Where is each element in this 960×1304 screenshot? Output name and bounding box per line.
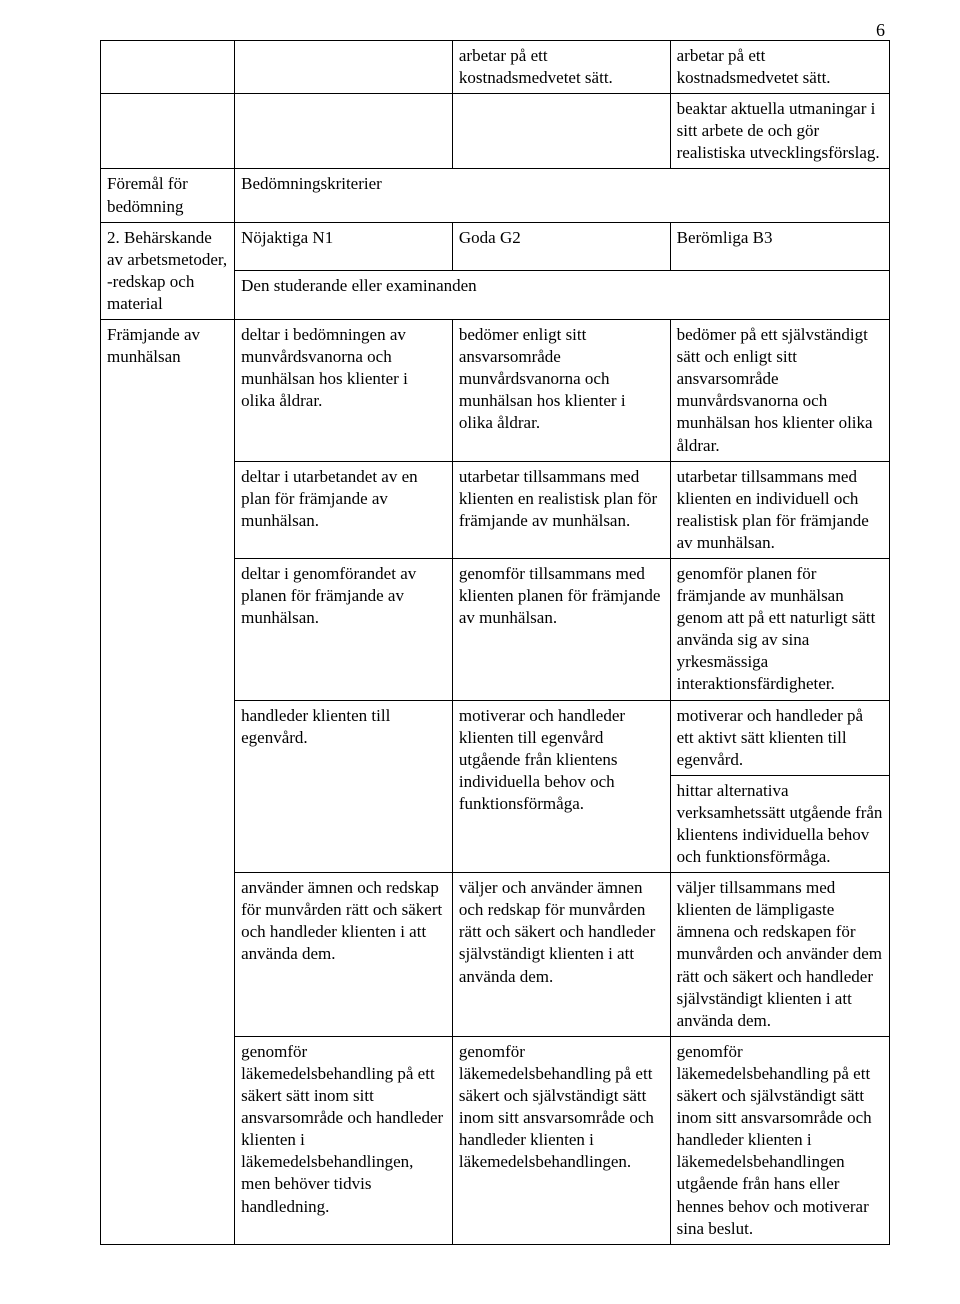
cell-text: genomför planen för främjande av munhäls… <box>670 558 889 700</box>
cell-text: bedömer på ett självständigt sätt och en… <box>670 320 889 462</box>
table-row: Främjande av munhälsan deltar i bedömnin… <box>101 320 890 462</box>
cell-text: genomför läkemedelsbehandling på ett säk… <box>670 1036 889 1244</box>
cell-text: väljer tillsammans med klienten de lämpl… <box>670 873 889 1037</box>
table-row-header: Föremål för bedömning Bedömningskriterie… <box>101 169 890 222</box>
table-row: beaktar aktuella utmaningar i sitt arbet… <box>101 94 890 169</box>
cell-section-title: 2. Behärskande av arbetsmetoder, -redska… <box>101 222 235 319</box>
cell-text: genomför läkemedelsbehandling på ett säk… <box>452 1036 670 1244</box>
cell-text: motiverar och handleder klienten till eg… <box>452 700 670 873</box>
cell-text: använder ämnen och redskap för munvården… <box>235 873 453 1037</box>
cell-empty <box>101 94 235 169</box>
cell-empty <box>101 41 235 94</box>
cell-g2: Goda G2 <box>452 222 670 271</box>
cell-studerande: Den studerande eller examinanden <box>235 271 890 320</box>
page-number: 6 <box>876 20 885 41</box>
cell-topic: Främjande av munhälsan <box>101 320 235 1245</box>
cell-text: deltar i bedömningen av munvårdsvanorna … <box>235 320 453 462</box>
cell-text: genomför läkemedelsbehandling på ett säk… <box>235 1036 453 1244</box>
cell-header-criteria: Bedömningskriterier <box>235 169 890 222</box>
table-row: 2. Behärskande av arbetsmetoder, -redska… <box>101 222 890 271</box>
cell-text: utarbetar tillsammans med klienten en in… <box>670 461 889 558</box>
criteria-table: arbetar på ett kostnadsmedvetet sätt. ar… <box>100 40 890 1245</box>
cell-text: bedömer enligt sitt ansvarsområde munvår… <box>452 320 670 462</box>
cell-text: handleder klienten till egenvård. <box>235 700 453 873</box>
cell-text: deltar i genomförandet av planen för frä… <box>235 558 453 700</box>
cell-text: beaktar aktuella utmaningar i sitt arbet… <box>670 94 889 169</box>
cell-text: utarbetar tillsammans med klienten en re… <box>452 461 670 558</box>
cell-n1: Nöjaktiga N1 <box>235 222 453 271</box>
cell-b3: Berömliga B3 <box>670 222 889 271</box>
cell-text: arbetar på ett kostnadsmedvetet sätt. <box>670 41 889 94</box>
cell-header-label: Föremål för bedömning <box>101 169 235 222</box>
document-page: 6 arbetar på ett kostnadsmedvetet sätt. … <box>0 0 960 1285</box>
cell-text: deltar i utarbetandet av en plan för frä… <box>235 461 453 558</box>
table-row: arbetar på ett kostnadsmedvetet sätt. ar… <box>101 41 890 94</box>
cell-text: genomför tillsammans med klienten planen… <box>452 558 670 700</box>
cell-text: hittar alternativa verksamhetssätt utgåe… <box>670 775 889 872</box>
cell-empty <box>235 94 453 169</box>
cell-empty <box>235 41 453 94</box>
cell-text: motiverar och handleder på ett aktivt sä… <box>670 700 889 775</box>
cell-text: arbetar på ett kostnadsmedvetet sätt. <box>452 41 670 94</box>
cell-empty <box>452 94 670 169</box>
cell-text: väljer och använder ämnen och redskap fö… <box>452 873 670 1037</box>
